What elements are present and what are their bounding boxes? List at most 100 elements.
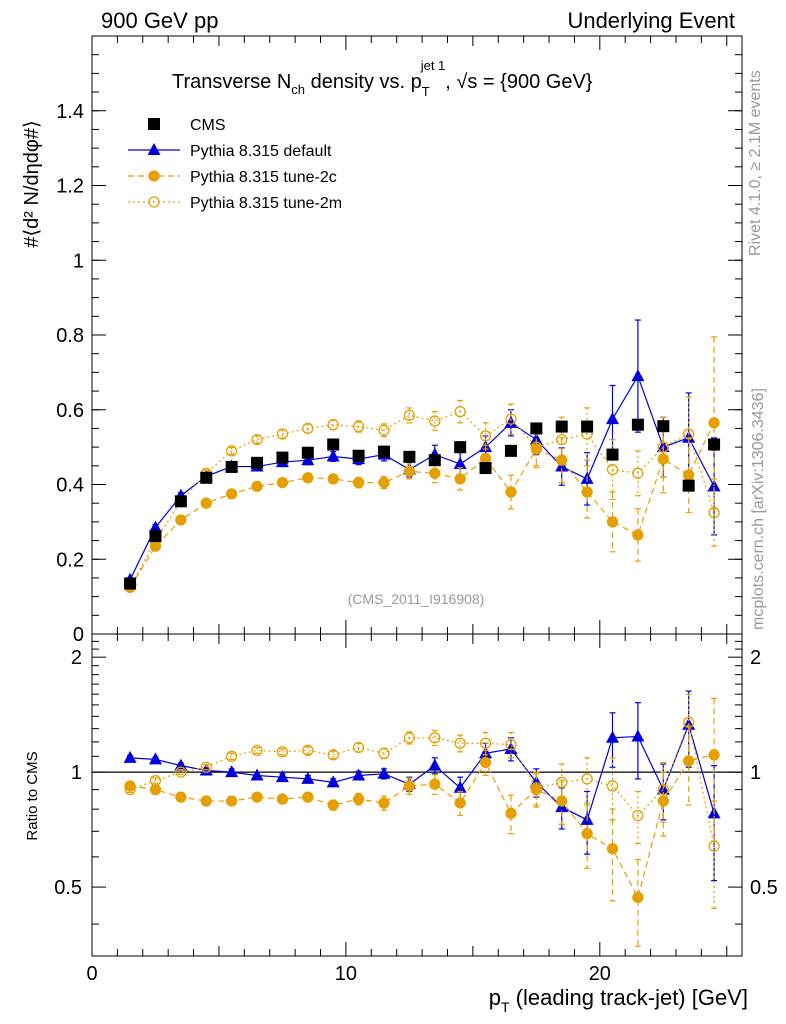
data-point-cms (403, 450, 416, 463)
data-point-cms (301, 446, 314, 459)
data-point-tune2m (454, 405, 466, 418)
data-point-cms (682, 479, 695, 492)
ratio-ytick-label-right: 2 (750, 647, 761, 669)
data-point-tune2c (479, 756, 492, 769)
series-line-default (129, 374, 715, 581)
data-point-tune2c (632, 529, 644, 541)
data-point-tune2c (124, 780, 136, 792)
data-point-tune2m (124, 783, 136, 796)
data-point-tune2c (378, 476, 390, 489)
data-point-tune2m (378, 424, 390, 436)
data-point-tune2m (556, 433, 568, 446)
legend-label-default: Pythia 8.315 default (190, 143, 332, 160)
data-point-tune2m (403, 732, 416, 744)
data-point-tune2c (632, 891, 644, 904)
data-point-tune2c (276, 476, 289, 489)
data-point-tune2c (378, 797, 390, 809)
data-point-tune2m (632, 467, 644, 479)
series-line-tune2c (129, 422, 715, 588)
data-point-tune2m (276, 428, 289, 440)
data-point-tune2c (606, 516, 619, 528)
data-point-default (326, 775, 340, 788)
data-point-cms (124, 577, 137, 590)
data-point-tune2m (429, 415, 441, 427)
legend-label-tune2m: Pythia 8.315 tune-2m (190, 195, 342, 212)
series-tune2c (124, 697, 720, 947)
ratio-ylabel: Ratio to CMS (24, 751, 41, 840)
data-point-tune2c (479, 452, 492, 464)
data-point-tune2m (632, 809, 644, 822)
ratio-panel-frame (91, 633, 743, 957)
title-part-b-sup: jet 1 (420, 58, 446, 73)
data-point-cms (581, 420, 594, 433)
ratio-xtick-label: 10 (335, 963, 357, 985)
data-point-tune2m (530, 782, 542, 794)
data-point-tune2c (352, 476, 365, 489)
data-point-default (301, 453, 315, 466)
data-point-tune2m (276, 746, 289, 758)
data-point-cms (606, 448, 619, 461)
data-point-tune2c (606, 843, 619, 855)
data-point-cms (530, 422, 543, 435)
mcplots-label: mcplots.cern.ch [arXiv:1306.3436] (750, 388, 767, 630)
series-line-tune2c (130, 754, 715, 900)
legend-label-cms: CMS (190, 117, 226, 134)
ratio-series-layer (123, 690, 721, 947)
data-point-tune2c (657, 795, 669, 807)
data-point-tune2m (200, 761, 212, 773)
data-point-default (606, 730, 620, 743)
chart-title: Transverse Nch density vs. pTjet 1, √s =… (172, 58, 593, 99)
main-ylabel: #⟨d² N/dηdφ#⟩ (21, 120, 43, 248)
data-point-tune2c (403, 465, 416, 478)
data-point-cms (504, 444, 517, 457)
legend-marker-tune2m (148, 196, 160, 208)
data-point-tune2m (479, 430, 492, 442)
data-point-tune2m (683, 428, 695, 440)
data-point-tune2m (657, 441, 669, 453)
xlabel-part-sub: T (501, 999, 510, 1015)
main-ytick-label: 0.2 (56, 549, 84, 571)
data-point-tune2c (200, 795, 212, 807)
data-point-default (631, 369, 645, 382)
data-point-tune2c (556, 795, 568, 807)
data-point-cms (352, 449, 365, 462)
main-axes: 0 0.2 0.4 0.6 0.8 1 1.2 1.4 (56, 36, 742, 646)
xlabel-part-b: (leading track-jet) [GeV] (510, 985, 748, 1010)
data-point-default (250, 768, 264, 781)
data-point-tune2m (505, 739, 517, 751)
main-ytick-label: 0.8 (56, 325, 84, 347)
data-point-cms (377, 445, 390, 458)
data-point-tune2c (581, 486, 593, 498)
data-point-default (225, 765, 239, 778)
title-part-b-sub: T (422, 84, 430, 99)
data-point-default (326, 449, 340, 462)
data-point-tune2m (251, 433, 263, 446)
data-point-tune2c (175, 514, 187, 526)
data-point-cms (200, 471, 213, 484)
series-line-default (130, 722, 715, 821)
data-point-tune2m (352, 741, 365, 754)
series-line-tune2m (129, 720, 715, 847)
title-part-b: density vs. p (305, 71, 422, 93)
data-point-default (301, 771, 315, 784)
data-point-tune2m (302, 744, 314, 757)
data-point-default (377, 766, 391, 779)
ratio-xtick-label: 20 (589, 963, 611, 985)
data-point-tune2c (581, 828, 593, 840)
series-tune2m (124, 396, 720, 593)
xlabel-part-a: p (489, 985, 501, 1010)
legend: CMS Pythia 8.315 default Pythia 8.315 tune… (128, 117, 342, 212)
legend-marker-cms (148, 118, 160, 130)
series-tune2m (124, 693, 720, 909)
data-point-tune2c (251, 480, 263, 493)
data-point-tune2m (429, 732, 441, 744)
data-point-cms (276, 451, 289, 464)
main-ytick-label: 1.2 (56, 176, 84, 198)
ratio-xlabel: pT (leading track-jet) [GeV] (489, 985, 748, 1015)
data-point-tune2m (352, 420, 365, 433)
data-point-tune2m (683, 716, 695, 729)
series-cms (124, 418, 721, 590)
data-point-tune2m (149, 774, 162, 787)
data-point-cms (149, 530, 162, 543)
data-point-default (504, 415, 518, 428)
